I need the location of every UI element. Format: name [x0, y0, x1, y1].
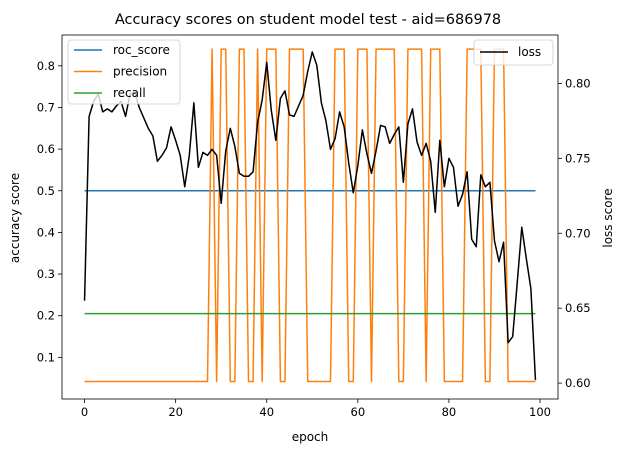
legend-label-roc-score: roc_score: [113, 43, 170, 57]
series-line-loss: [83, 51, 537, 381]
x-tick-label: 20: [168, 405, 183, 419]
legend-label-recall: recall: [113, 86, 146, 100]
y-tick-label-right: 0.70: [565, 226, 591, 240]
x-tick-label: 80: [442, 405, 457, 419]
x-axis-label: epoch: [292, 430, 329, 444]
legend-label-loss: loss: [518, 45, 541, 59]
axes-frame: [61, 34, 559, 400]
y-tick-label-left: 0.3: [37, 267, 55, 281]
y-tick-label-left: 0.7: [37, 100, 55, 114]
y-axis-label-right: loss score: [601, 188, 615, 247]
legend-box-right: [473, 39, 554, 66]
x-tick-label: 40: [259, 405, 274, 419]
y-tick-label-left: 0.5: [37, 184, 55, 198]
x-tick-label: 60: [351, 405, 366, 419]
y-tick-label-right: 0.60: [565, 376, 591, 390]
legend-box-left: [67, 39, 181, 105]
chart-title: Accuracy scores on student model test - …: [115, 12, 501, 28]
y-tick-label-left: 0.1: [37, 350, 55, 364]
x-tick-label: 100: [529, 405, 551, 419]
series-line-precision: [84, 48, 536, 383]
y-axis-label-left: accuracy score: [8, 173, 22, 263]
x-tick-label: 0: [81, 405, 88, 419]
y-tick-label-right: 0.80: [565, 76, 591, 90]
y-tick-label-right: 0.65: [565, 301, 591, 315]
legend-label-precision: precision: [113, 65, 167, 79]
y-tick-label-right: 0.75: [565, 151, 591, 165]
y-tick-label-left: 0.6: [37, 142, 55, 156]
y-tick-label-left: 0.2: [37, 309, 55, 323]
y-tick-label-left: 0.8: [37, 59, 55, 73]
y-tick-label-left: 0.4: [37, 225, 55, 239]
plot-area: 0 20 40 60 80 100 0.1 0.2 0.3 0.4 0.5 0.6 0.7 0.8 0.60…: [37, 34, 591, 419]
